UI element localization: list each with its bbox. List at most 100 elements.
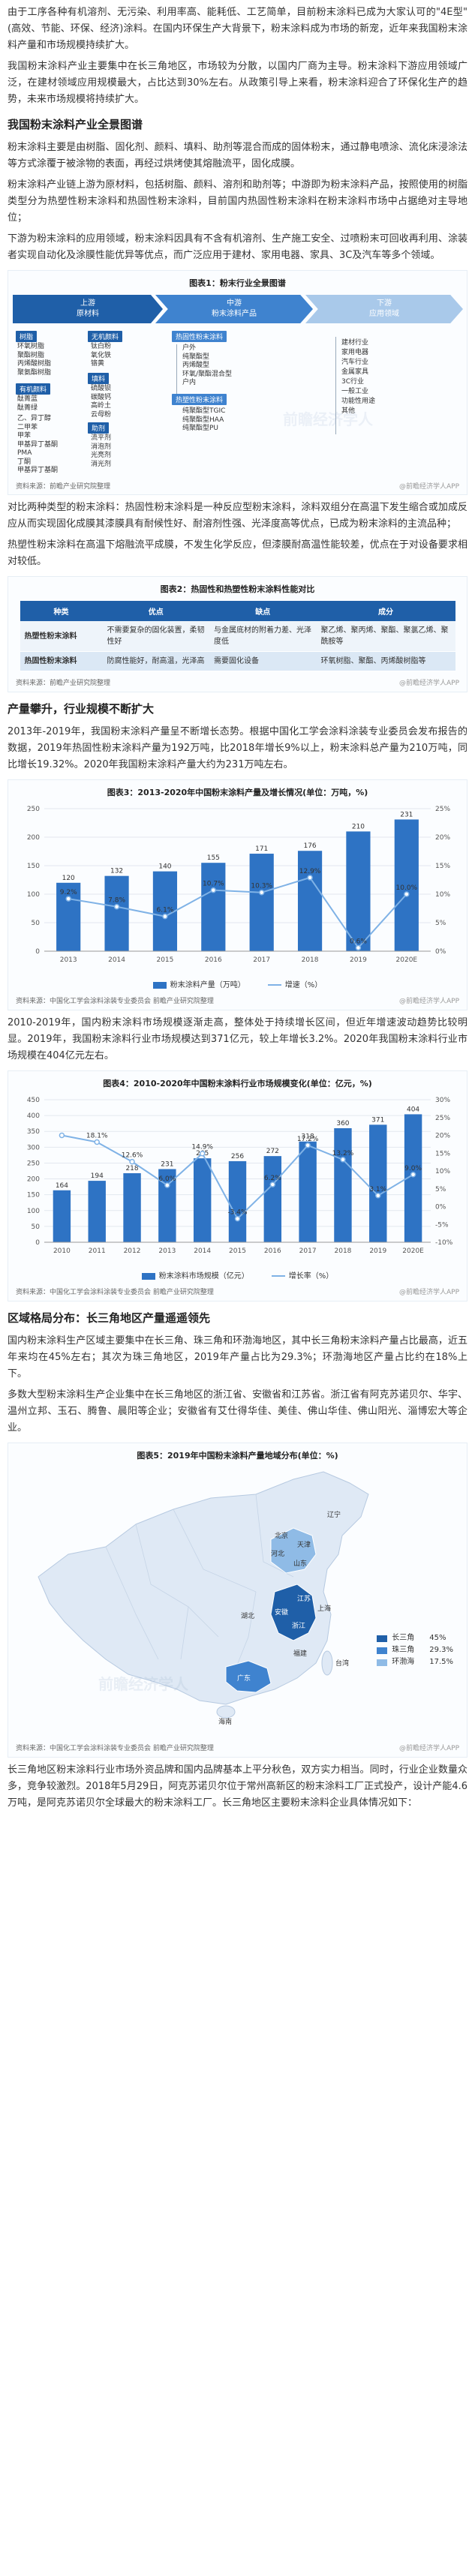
x-tick-label: 2016 [264, 1247, 281, 1255]
line-value-label: 6.0% [158, 1175, 176, 1183]
legend-bar-item: 粉末涂料市场规模（亿元） [141, 1269, 249, 1280]
bar-value-label: 210 [352, 823, 365, 830]
table-row: 热固性粉末涂料 防腐性能好，耐高温，光泽高 需要固化设备 环氧树脂、聚酯、丙烯酸… [20, 651, 455, 671]
bar-value-label: 120 [62, 875, 75, 882]
line-value-label: 17.2% [297, 1136, 319, 1143]
line-value-label: 7.8% [108, 897, 125, 905]
bar-value-label: 132 [110, 868, 123, 875]
category-organic-pigment: 有机颜料 [16, 383, 51, 395]
province-label: 北京 [275, 1531, 288, 1540]
line-point [164, 1182, 170, 1188]
resin-items: 环氧树脂 聚酯树脂 丙烯酸树脂 聚氨酯树脂 [17, 343, 52, 377]
table-row: 热塑性粉末涂料 不需要复杂的固化装置，柔韧性好 与金属底材的附着力差、光泽度低 … [20, 621, 455, 652]
province-label: 福建 [293, 1649, 307, 1658]
y2-tick-label: 20% [435, 834, 450, 842]
y-tick-label: 300 [27, 1144, 40, 1151]
bar-value-label: 194 [91, 1172, 104, 1180]
map-legend: 长三角 45% 珠三角 29.3% 环渤海 17.5% [377, 1632, 453, 1668]
province-label: 海南 [218, 1717, 232, 1726]
province-label: 山东 [293, 1559, 307, 1568]
chart-legend: 粉末涂料产量（万吨） 增速（%） [8, 977, 467, 992]
line-point [404, 891, 410, 897]
market-chart-figure: 图表4：2010-2020年中国粉末涂料行业市场规模变化(单位：亿元，%) 0 5… [8, 1070, 467, 1302]
x-tick-label: 2017 [253, 956, 270, 964]
line-point [129, 1158, 135, 1165]
y-tick-label: 100 [27, 1208, 40, 1215]
section-heading-output: 产量攀升，行业规模不断扩大 [8, 702, 155, 716]
bar [193, 1158, 212, 1242]
taiwan-island [321, 1650, 333, 1676]
bar [404, 1114, 422, 1242]
x-tick-label: 2018 [302, 956, 319, 964]
y2-tick-label: 10% [435, 1168, 450, 1175]
line-value-label: 9.0% [404, 1165, 422, 1172]
bar [53, 1190, 71, 1242]
y-tick-label: 350 [27, 1128, 40, 1136]
bar-value-label: 404 [407, 1106, 419, 1113]
x-tick-label: 2017 [299, 1247, 317, 1255]
downstream-items: 建材行业 家用电器 汽车行业 金属家具 3C行业 一般工业 功能性用途 其他 [341, 339, 376, 415]
legend-item: 环渤海 17.5% [377, 1656, 453, 1668]
stage-midstream: 中游 粉末涂料产品 [155, 295, 313, 323]
line-point [234, 1215, 241, 1222]
province-label: 湖北 [241, 1612, 254, 1620]
table-header-cell: 缺点 [209, 601, 317, 621]
y2-tick-label: 15% [435, 863, 450, 870]
thermoset-items: 户外 纯聚酯型 丙烯酸型 环氧/聚酯混合型 户内 [182, 344, 233, 386]
figure-source: 资料来源：中国化工学会涂料涂装专业委员会 前瞻产业研究院整理 @前瞻经济学人APP [16, 998, 459, 1005]
bar [104, 875, 129, 951]
y2-tick-label: 10% [435, 891, 450, 899]
x-tick-label: 2015 [156, 956, 173, 964]
growth-line [68, 876, 407, 950]
y2-tick-label: 0% [435, 948, 446, 956]
figure-source: 资料来源：前瞻产业研究院整理 @前瞻经济学人APP [16, 680, 459, 687]
bar [201, 863, 226, 951]
table-header-row: 种类 优点 缺点 成分 [20, 601, 455, 621]
additive-items: 流平剂 消泡剂 光亮剂 消光剂 [91, 434, 112, 468]
pearl-river-region [225, 1660, 272, 1693]
bar-value-label: 231 [400, 811, 413, 818]
compare-paragraph-2: 热塑性粉末涂料在高温下熔融流平成膜，不发生化学反应，但漆膜耐高温性能较差，优点在… [8, 539, 467, 567]
section-heading-region: 区域格局分布：长三角地区产量遥遥领先 [8, 1311, 211, 1325]
y-tick-label: 250 [27, 1160, 40, 1167]
bar-value-label: 360 [336, 1120, 349, 1127]
bar-value-label: 171 [255, 845, 268, 853]
line-point [210, 887, 217, 893]
province-label: 浙江 [292, 1621, 305, 1630]
bar-value-label: 155 [207, 854, 220, 862]
province-label: 台湾 [335, 1659, 349, 1668]
figure-title: 图表2：热固性和热塑性粉末涂料性能对比 [160, 584, 315, 594]
line-value-label: -3.4% [227, 1209, 248, 1217]
y2-tick-label: -10% [435, 1239, 453, 1247]
bar [158, 1169, 176, 1242]
figure-source: 资料来源：前瞻产业研究院整理 @前瞻经济学人APP [16, 483, 459, 491]
bar [297, 851, 323, 951]
bar [249, 854, 274, 951]
category-additive: 助剂 [88, 422, 110, 434]
x-tick-label: 2015 [229, 1247, 246, 1255]
y2-tick-label: 25% [435, 806, 450, 813]
category-inorganic-pigment: 无机颜料 [88, 331, 123, 342]
bar [346, 831, 371, 951]
table-header-cell: 成分 [316, 601, 455, 621]
y2-tick-label: 5% [435, 1186, 446, 1193]
bar-value-label: 140 [158, 863, 171, 871]
x-tick-label: 2011 [89, 1247, 106, 1255]
line-value-label: 9.2% [60, 889, 77, 896]
bar [123, 1172, 141, 1242]
y-tick-label: 50 [32, 920, 41, 927]
bar [88, 1181, 106, 1242]
line-point [305, 1142, 311, 1148]
x-tick-label: 2018 [335, 1247, 352, 1255]
line-value-label: 10.7% [203, 881, 224, 888]
solvent-items: 乙、异丁醇 二甲苯 甲苯 甲基异丁基酮 PMA 丁酮 甲基异丁基酮 [17, 415, 59, 474]
stage-downstream: 下游 应用领域 [305, 295, 463, 323]
y2-tick-label: 5% [435, 920, 446, 927]
y-tick-label: 400 [27, 1112, 40, 1120]
bar [263, 1156, 282, 1242]
line-value-label: 12.9% [299, 868, 321, 875]
stage-upstream: 上游 原材料 [13, 295, 163, 323]
intro-paragraph-1: 由于工序各种有机溶剂、无污染、利用率高、能耗低、工艺简单，目前粉末涂料已成为大家… [8, 7, 467, 51]
thermoplastic-items: 纯聚酯型TGIC 纯聚酯型HAA 纯聚酯型PU [182, 407, 226, 432]
market-chart: 0 50 100 150 200 250 300 350 400 450 -10% -5% 0% 5% 10… [27, 1097, 453, 1255]
